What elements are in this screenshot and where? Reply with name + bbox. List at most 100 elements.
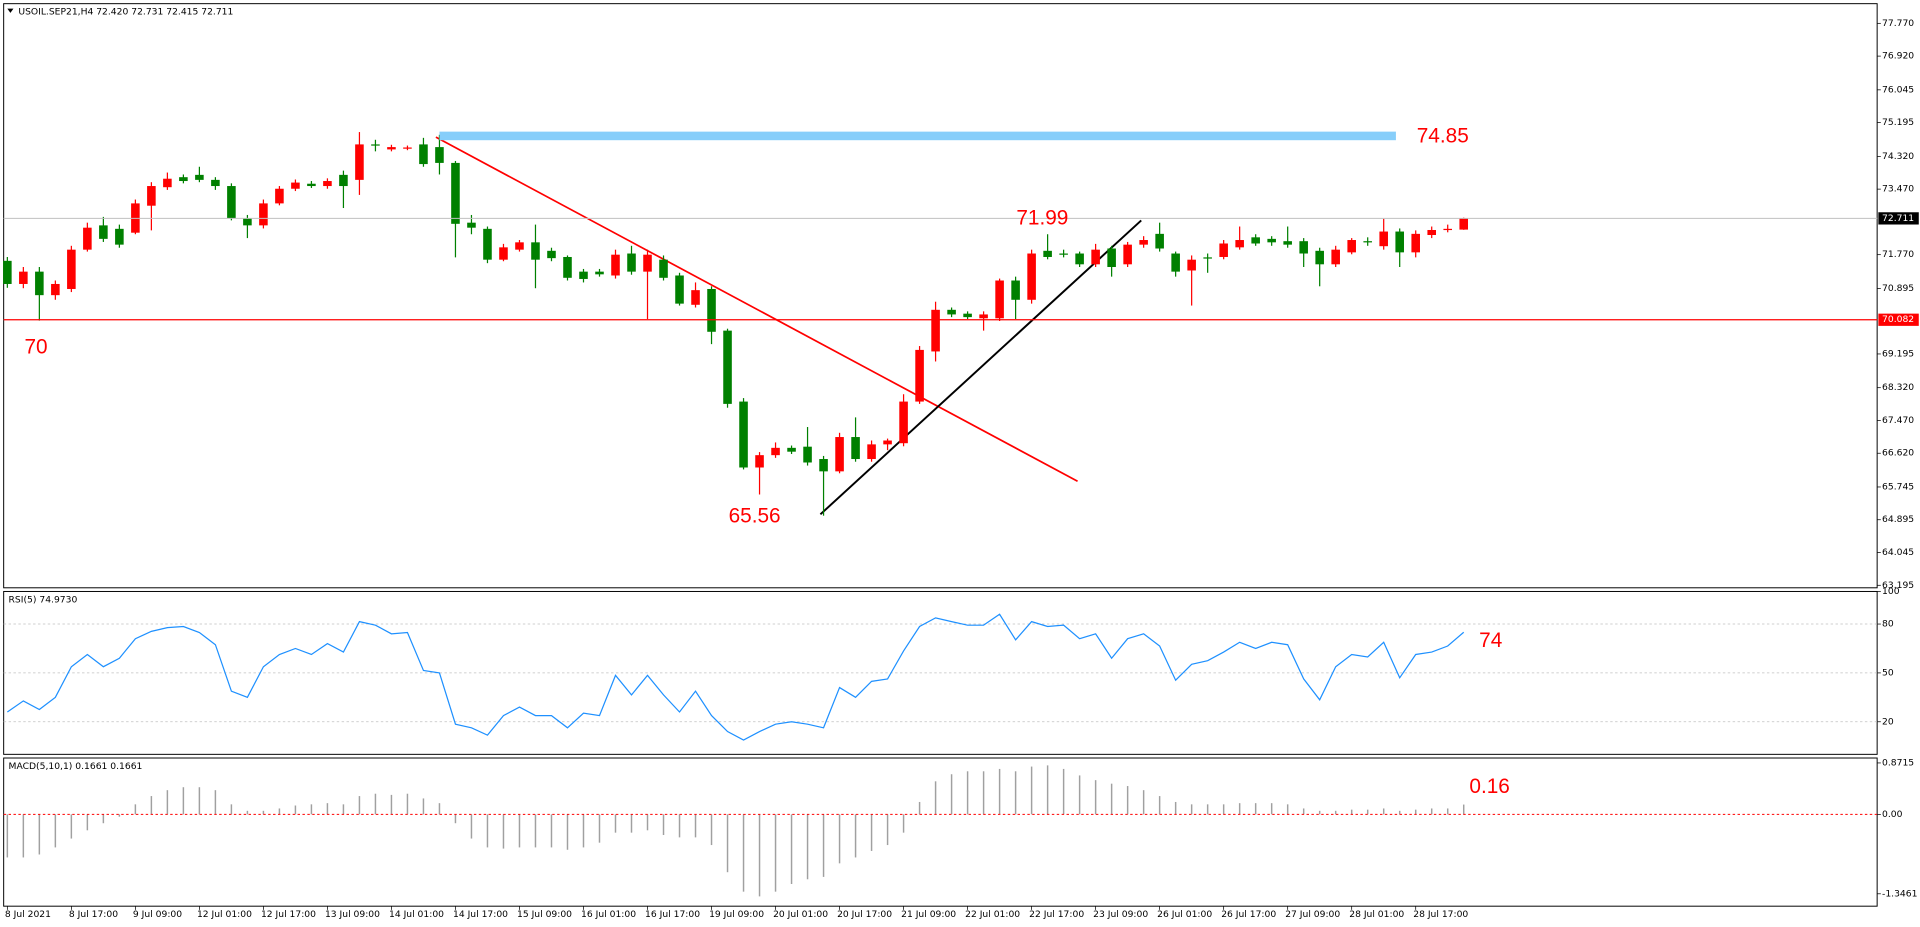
candle-body (739, 401, 748, 468)
candle-body (1155, 233, 1164, 249)
candle-body (1395, 231, 1404, 253)
histogram-bar (998, 768, 1001, 815)
histogram-bar (982, 771, 985, 815)
panel-title: RSI(5) 74.9730 (9, 595, 78, 606)
histogram-bar (454, 814, 457, 824)
histogram-bar (1302, 808, 1305, 815)
y-tick-label: 0.00 (1882, 809, 1903, 820)
histogram-bar (790, 814, 793, 884)
candle-body (1443, 228, 1452, 231)
histogram-bar (710, 814, 713, 846)
candle-body (547, 250, 556, 259)
panel-title: USOIL.SEP21,H4 72.420 72.731 72.415 72.7… (18, 7, 233, 18)
histogram-bar (1094, 780, 1097, 815)
menu-arrow[interactable] (7, 8, 14, 13)
x-tick-label: 12 Jul 17:00 (261, 909, 316, 920)
histogram-bar (278, 808, 281, 815)
x-tick-label: 14 Jul 17:00 (453, 909, 508, 920)
candle-body (947, 309, 956, 315)
y-tick-label: 74.320 (1882, 151, 1914, 162)
histogram-bar (614, 814, 617, 833)
candle-body (1363, 241, 1372, 243)
histogram-bar (294, 805, 297, 815)
annotation: 71.99 (1016, 207, 1068, 230)
candle-body (83, 227, 92, 250)
candle-body (1459, 218, 1469, 230)
candle-body (355, 144, 364, 180)
y-tick-label: 64.895 (1882, 514, 1914, 525)
histogram-bar (1270, 803, 1273, 815)
candle-body (787, 447, 796, 452)
y-tick-label: 71.770 (1882, 249, 1914, 260)
histogram-bar (374, 793, 377, 815)
histogram-bar (1014, 771, 1017, 815)
histogram-bar (246, 810, 249, 815)
trend-line (435, 136, 1078, 483)
y-tick-label: 80 (1882, 619, 1894, 630)
x-tick-label: 20 Jul 01:00 (773, 909, 828, 920)
candle-body (323, 181, 332, 187)
histogram-bar (134, 804, 137, 815)
candle-body (179, 177, 188, 182)
histogram-bar (1462, 804, 1465, 815)
histogram-bar (390, 794, 393, 815)
candle-body (1219, 243, 1228, 257)
annotation: 65.56 (729, 504, 781, 527)
candle-body (387, 147, 396, 150)
candle-body (915, 349, 924, 402)
y-tick-label: 73.470 (1882, 184, 1914, 195)
x-tick-label: 27 Jul 09:00 (1285, 909, 1340, 920)
x-tick-label: 16 Jul 01:00 (581, 909, 636, 920)
candle-body (707, 288, 716, 332)
histogram-bar (646, 814, 649, 831)
candle-body (659, 259, 668, 278)
histogram-bar (870, 814, 873, 851)
horizontal-band (439, 131, 1396, 141)
x-tick-label: 16 Jul 17:00 (645, 909, 700, 920)
candle-body (1251, 237, 1260, 244)
candle-body (403, 147, 412, 149)
histogram-bar (54, 814, 57, 848)
histogram-bar (1078, 775, 1081, 815)
x-tick-label: 22 Jul 01:00 (965, 909, 1020, 920)
histogram-bar (630, 814, 633, 833)
x-tick-label: 21 Jul 09:00 (901, 909, 956, 920)
histogram-bar (1414, 809, 1417, 815)
candle-body (531, 242, 540, 260)
candle-body (211, 179, 220, 187)
candle-body (419, 144, 428, 165)
y-tick-label: 64.045 (1882, 547, 1914, 558)
histogram-bar (886, 814, 889, 846)
candle-body (563, 256, 572, 278)
candle-body (979, 314, 988, 319)
histogram-bar (582, 814, 585, 848)
histogram-bar (166, 790, 169, 815)
x-tick-label: 23 Jul 09:00 (1093, 909, 1148, 920)
candle-body (1123, 244, 1132, 265)
histogram-bar (566, 814, 569, 850)
histogram-bar (758, 814, 761, 897)
histogram-bar (502, 814, 505, 849)
histogram-bar (726, 814, 729, 873)
candle-body (723, 330, 732, 404)
candle-body (1235, 240, 1244, 248)
candle-body (611, 254, 620, 276)
x-tick-label: 20 Jul 17:00 (837, 909, 892, 920)
histogram-bar (118, 814, 121, 817)
histogram-bar (1366, 809, 1369, 815)
y-tick-label: 0.8715 (1882, 757, 1914, 768)
histogram-bar (902, 814, 905, 833)
y-tick-label: 63.195 (1882, 580, 1914, 591)
candle-body (883, 440, 892, 445)
histogram-bar (1062, 768, 1065, 815)
histogram-bar (182, 787, 185, 815)
histogram-bar (1350, 809, 1353, 815)
candle-body (467, 222, 476, 228)
price-panel (3, 3, 1878, 589)
candle-body (675, 275, 684, 304)
candle-body (1379, 231, 1388, 247)
y-tick-label: 68.320 (1882, 382, 1914, 393)
candle-body (1331, 249, 1340, 265)
price-tag (1878, 313, 1919, 326)
